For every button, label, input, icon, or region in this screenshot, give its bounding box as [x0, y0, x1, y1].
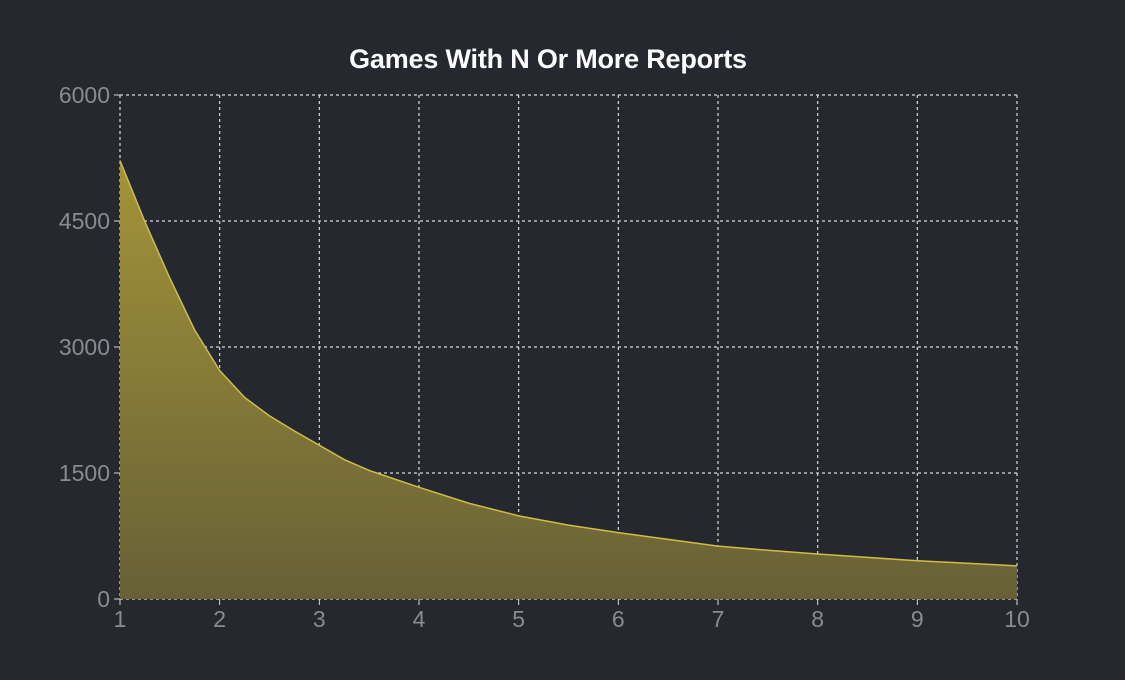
x-tick-label: 5	[512, 606, 525, 632]
series-area-group	[119, 160, 1018, 599]
x-tick-label: 8	[811, 606, 824, 632]
x-tick-label: 9	[911, 606, 924, 632]
y-tick-label: 1500	[59, 460, 110, 486]
chart-title: Games With N Or More Reports	[349, 44, 747, 74]
x-tick-label: 2	[213, 606, 226, 632]
x-tick-label: 4	[413, 606, 426, 632]
x-tick-label: 3	[313, 606, 326, 632]
x-tick-label: 7	[712, 606, 725, 632]
x-tick-label: 1	[114, 606, 127, 632]
y-tick-label: 3000	[59, 334, 110, 360]
y-tick-label: 6000	[59, 82, 110, 108]
y-tick-label: 0	[97, 586, 110, 612]
x-tick-label: 6	[612, 606, 625, 632]
series-area-fill	[120, 160, 1017, 599]
axis-ticks: 1 2 3 4 5 6 7 8 9 10 0 1500 3000 4500 6000	[59, 82, 1030, 632]
grid	[114, 94, 1018, 605]
series-line	[119, 160, 1018, 567]
x-tick-label: 10	[1004, 606, 1030, 632]
y-tick-label: 4500	[59, 208, 110, 234]
